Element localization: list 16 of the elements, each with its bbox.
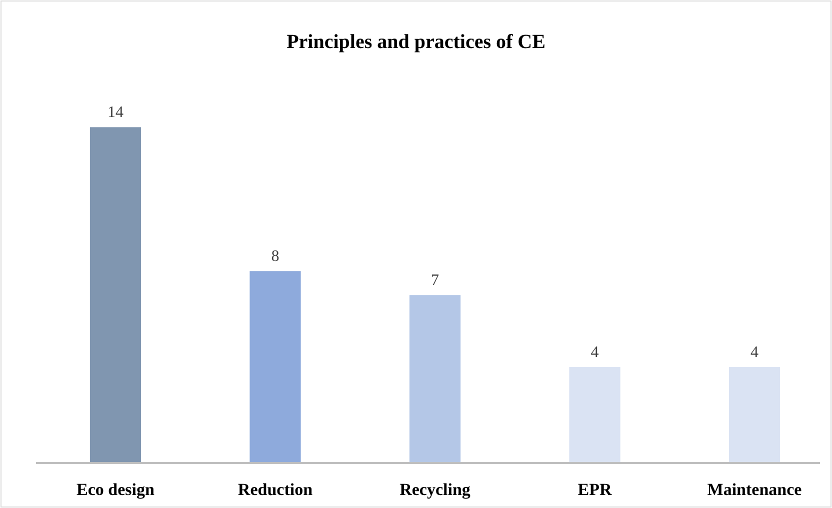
x-tick-label: Recycling — [400, 480, 471, 499]
data-label: 4 — [590, 344, 599, 362]
data-label: 4 — [750, 344, 758, 362]
bar — [409, 295, 461, 463]
data-label: 7 — [431, 272, 439, 290]
data-label: 8 — [271, 248, 280, 266]
x-tick-label: Eco design — [76, 480, 155, 499]
x-tick-label: Maintenance — [707, 480, 802, 499]
bar — [569, 367, 620, 463]
x-tick-label: EPR — [578, 480, 612, 499]
bar — [728, 367, 780, 463]
bar — [90, 127, 142, 463]
chart-title: Principles and practices of CE — [286, 31, 546, 53]
data-label: 14 — [108, 104, 124, 122]
x-tick-label: Reduction — [238, 480, 314, 499]
bar — [250, 271, 301, 463]
